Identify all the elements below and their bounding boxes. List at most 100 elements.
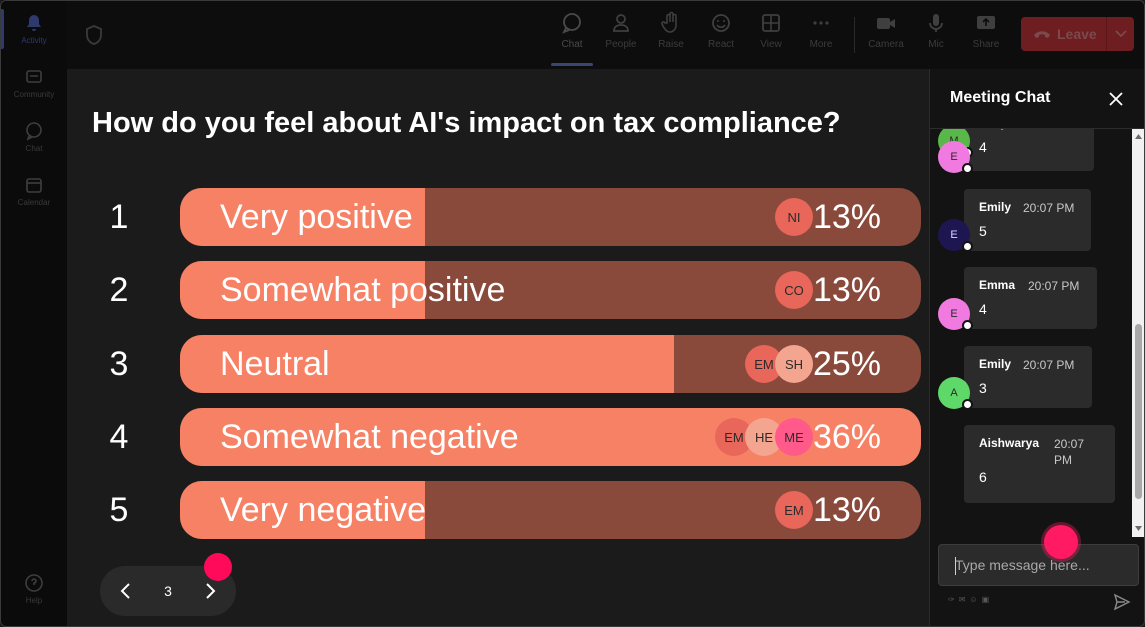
leave-label: Leave (1057, 26, 1097, 42)
option-label: Somewhat negative (220, 418, 519, 456)
voter-avatar: CO (775, 271, 813, 309)
camera-button[interactable]: Camera (865, 11, 907, 50)
scroll-down-arrow-icon[interactable] (1135, 525, 1142, 532)
chevron-down-icon (1114, 30, 1127, 38)
left-rail: Activity Community Chat Calendar Help (1, 1, 67, 626)
rail-item-help[interactable]: Help (1, 573, 67, 605)
message-bubble: Emily 20:07 PM 3 (964, 346, 1092, 408)
voter-avatars: ME HE EM (715, 418, 813, 456)
option-percentage: 36% (812, 418, 881, 456)
presence-status-icon (962, 241, 973, 252)
option-label: Very positive (220, 198, 413, 236)
voter-avatar: EM (775, 491, 813, 529)
chat-icon (562, 13, 581, 34)
chat-header: Meeting Chat (930, 69, 1144, 129)
option-result-bar: Somewhat negative ME HE EM 36% (180, 408, 921, 466)
sender-name: Aishwarya (979, 436, 1040, 450)
poll-option-row: 2 Somewhat positive CO 13% (67, 261, 929, 319)
poll-option-row: 3 Neutral SH EM 25% (67, 335, 929, 393)
more-label: More (809, 39, 833, 50)
close-icon[interactable] (1107, 90, 1125, 108)
emoji-icon[interactable]: ☺ (969, 595, 978, 604)
people-button[interactable]: People (600, 11, 642, 50)
rail-item-label: Help (25, 596, 43, 605)
text-caret (955, 557, 956, 575)
message-bubble: Emily 20:07 PM 5 (964, 189, 1091, 251)
attach-icon[interactable]: ✉ (958, 595, 966, 604)
rail-item-label: Calendar (17, 198, 51, 207)
formatting-tools: ✑ ✉ ☺ ▣ (948, 595, 989, 604)
camera-off-icon (877, 18, 895, 29)
option-number: 1 (109, 198, 129, 236)
chat-message-input[interactable] (939, 545, 1138, 585)
poll-option-row: 4 Somewhat negative ME HE EM 36% (67, 408, 929, 466)
scrollbar-thumb[interactable] (1135, 324, 1142, 499)
voter-avatars: NI (775, 198, 813, 236)
poll-question: How do you feel about AI's impact on tax… (92, 107, 841, 139)
message-time: 20:07 PM (1023, 358, 1075, 372)
view-button[interactable]: View (750, 11, 792, 50)
poll-option-row: 1 Very positive NI 13% (67, 188, 929, 246)
smiley-icon (712, 14, 730, 32)
rail-item-label: Community (13, 90, 55, 99)
mic-label: Mic (928, 39, 944, 50)
mic-icon (929, 14, 943, 32)
format-icon[interactable]: ✑ (948, 595, 955, 604)
rail-item-chat[interactable]: Chat (1, 121, 67, 153)
presence-status-icon (962, 163, 973, 174)
sender-name: Maryl (979, 129, 1010, 130)
presence-status-icon (962, 399, 973, 410)
previous-page-button[interactable] (114, 579, 138, 603)
rail-item-community[interactable]: Community (1, 67, 67, 99)
option-percentage: 13% (812, 198, 881, 236)
rail-active-indicator (1, 9, 4, 49)
mic-button[interactable]: Mic (915, 11, 957, 50)
option-result-fill (180, 261, 425, 319)
voter-avatar: SH (775, 345, 813, 383)
next-page-button[interactable] (198, 579, 222, 603)
voter-avatars: CO (775, 271, 813, 309)
send-icon[interactable] (1113, 593, 1131, 611)
meeting-chat-panel: Meeting Chat Maryl20:07 PM4MEmily20:07 P… (929, 69, 1144, 626)
presence-status-icon (962, 320, 973, 331)
click-marker (1044, 525, 1078, 559)
leave-options-button[interactable] (1107, 30, 1134, 38)
option-result-fill (180, 335, 675, 393)
chat-compose-box[interactable] (938, 544, 1139, 586)
poll-option-row: 5 Very negative EM 13% (67, 481, 929, 539)
message-text: 5 (979, 223, 987, 239)
view-label: View (760, 39, 782, 50)
gif-icon[interactable]: ▣ (981, 595, 990, 604)
message-time: 20:07 PM (1023, 129, 1074, 132)
option-number: 2 (109, 271, 129, 309)
option-result-fill (180, 188, 425, 246)
people-label: People (605, 39, 637, 50)
more-button[interactable]: More (800, 11, 842, 50)
option-percentage: 13% (812, 491, 881, 529)
chat-label: Chat (561, 39, 583, 50)
rail-item-activity[interactable]: Activity (1, 13, 67, 45)
chat-button[interactable]: Chat (551, 11, 593, 50)
option-result-bar: Very negative EM 13% (180, 481, 921, 539)
option-result-bar: Neutral SH EM 25% (180, 335, 921, 393)
calendar-icon (26, 178, 42, 193)
message-bubble: Maryl 20:07 PM 4 (964, 129, 1094, 171)
message-time: 20:07 PM (1054, 437, 1085, 467)
chat-message-list[interactable]: Maryl20:07 PM4MEmily20:07 PM5EEmma20:07 … (930, 129, 1132, 537)
option-number: 3 (109, 345, 129, 383)
voter-avatar: ME (775, 418, 813, 456)
rail-item-calendar[interactable]: Calendar (1, 175, 67, 207)
option-percentage: 13% (812, 271, 881, 309)
option-result-bar: Very positive NI 13% (180, 188, 921, 246)
bell-icon (27, 15, 41, 31)
react-label: React (707, 39, 735, 50)
share-button[interactable]: Share (965, 11, 1007, 50)
leave-button[interactable]: Leave (1021, 17, 1134, 51)
scroll-up-arrow-icon[interactable] (1135, 133, 1142, 140)
raise-hand-button[interactable]: Raise (650, 11, 692, 50)
click-marker (204, 553, 232, 581)
chat-scrollbar[interactable] (1132, 129, 1144, 537)
hand-icon (661, 11, 677, 33)
react-button[interactable]: React (700, 11, 742, 50)
